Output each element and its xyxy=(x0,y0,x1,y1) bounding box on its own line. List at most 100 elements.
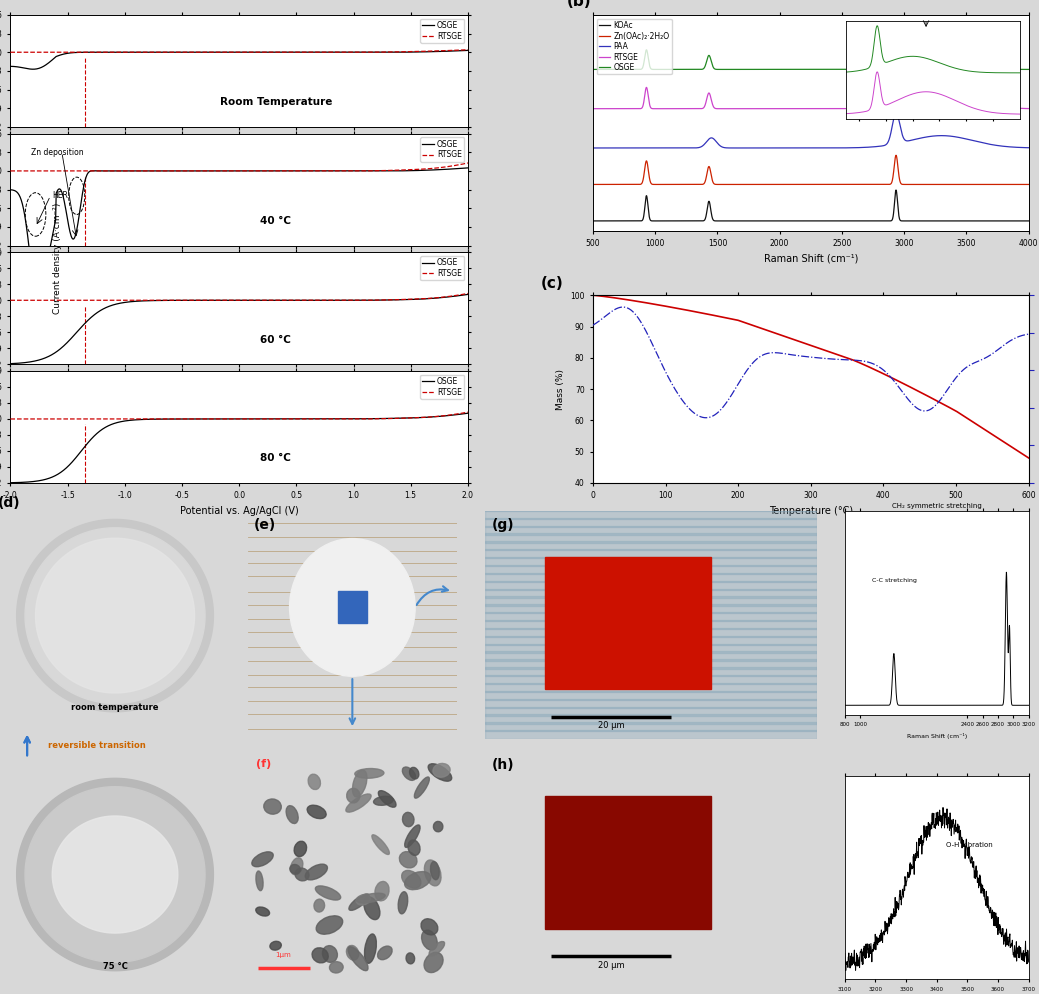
RTSGE xyxy=(398,46,410,58)
OSGE xyxy=(296,165,309,177)
Ellipse shape xyxy=(352,770,367,797)
OSGE xyxy=(33,63,46,75)
KOAc xyxy=(1022,215,1035,227)
Ellipse shape xyxy=(305,864,327,880)
Ellipse shape xyxy=(402,871,421,889)
KOAc xyxy=(587,215,600,227)
Bar xyxy=(485,502,817,511)
KOAc xyxy=(967,215,980,227)
Ellipse shape xyxy=(312,947,328,963)
Bar xyxy=(485,651,817,661)
RTSGE xyxy=(270,294,283,306)
Zn(OAc)₂·2H₂O xyxy=(773,179,785,191)
OSGE xyxy=(32,475,45,487)
OSGE xyxy=(32,354,45,366)
Polygon shape xyxy=(35,538,194,693)
Zn(OAc)₂·2H₂O xyxy=(967,179,980,191)
X-axis label: Raman Shift (cm⁻¹): Raman Shift (cm⁻¹) xyxy=(764,253,858,263)
Ellipse shape xyxy=(356,895,370,905)
Text: (f): (f) xyxy=(256,758,271,768)
RTSGE xyxy=(773,102,785,114)
Ellipse shape xyxy=(295,868,309,881)
Ellipse shape xyxy=(322,945,338,962)
Text: (b): (b) xyxy=(566,0,591,9)
OSGE xyxy=(662,64,674,76)
Bar xyxy=(485,699,817,708)
Polygon shape xyxy=(17,520,213,712)
Line: KOAc: KOAc xyxy=(593,190,1029,221)
KOAc xyxy=(770,215,782,227)
Zn(OAc)₂·2H₂O xyxy=(1022,179,1035,191)
Ellipse shape xyxy=(424,952,443,972)
FancyBboxPatch shape xyxy=(544,557,711,689)
Line: RTSGE: RTSGE xyxy=(593,69,1029,108)
RTSGE xyxy=(282,47,294,59)
RTSGE xyxy=(461,407,474,418)
RTSGE xyxy=(967,91,980,103)
Zn(OAc)₂·2H₂O xyxy=(662,179,674,191)
Bar xyxy=(485,691,817,700)
Line: RTSGE: RTSGE xyxy=(10,50,468,53)
Bar xyxy=(485,534,817,543)
X-axis label: Raman Shift (cm⁻¹): Raman Shift (cm⁻¹) xyxy=(907,733,967,739)
OSGE xyxy=(587,64,600,76)
Text: room temperature: room temperature xyxy=(72,703,159,712)
Zn(OAc)₂·2H₂O xyxy=(636,176,648,188)
Ellipse shape xyxy=(399,852,417,868)
Polygon shape xyxy=(25,528,205,704)
RTSGE xyxy=(270,165,283,177)
Text: 40 °C: 40 °C xyxy=(260,216,291,226)
Zn(OAc)₂·2H₂O xyxy=(753,179,766,191)
Bar xyxy=(485,659,817,669)
OSGE xyxy=(295,294,308,306)
Ellipse shape xyxy=(256,871,263,891)
Ellipse shape xyxy=(347,788,359,803)
Ellipse shape xyxy=(290,865,300,874)
OSGE xyxy=(283,47,295,59)
Ellipse shape xyxy=(415,777,429,798)
Text: 80 °C: 80 °C xyxy=(261,453,291,463)
OSGE xyxy=(461,162,474,174)
Ellipse shape xyxy=(402,812,414,827)
Ellipse shape xyxy=(405,825,420,848)
PAA xyxy=(967,134,980,146)
Y-axis label: Mass (%): Mass (%) xyxy=(556,369,564,410)
Ellipse shape xyxy=(428,763,452,781)
Zn(OAc)₂·2H₂O xyxy=(587,179,600,191)
Bar xyxy=(485,707,817,716)
Text: 60 °C: 60 °C xyxy=(261,335,291,345)
Ellipse shape xyxy=(256,907,269,916)
Ellipse shape xyxy=(316,886,341,900)
OSGE xyxy=(4,358,17,370)
Ellipse shape xyxy=(308,805,326,819)
RTSGE xyxy=(32,165,45,177)
FancyBboxPatch shape xyxy=(338,591,367,623)
RTSGE xyxy=(4,47,17,59)
Ellipse shape xyxy=(294,841,307,857)
Ellipse shape xyxy=(346,945,358,960)
RTSGE xyxy=(461,44,474,56)
Ellipse shape xyxy=(430,862,439,880)
Polygon shape xyxy=(25,786,205,962)
Bar xyxy=(485,667,817,676)
OSGE xyxy=(270,294,283,306)
Ellipse shape xyxy=(422,930,437,950)
RTSGE xyxy=(351,413,364,424)
OSGE xyxy=(282,414,294,425)
Text: reversible transition: reversible transition xyxy=(48,741,145,749)
Ellipse shape xyxy=(374,796,394,805)
Ellipse shape xyxy=(433,763,450,777)
RTSGE xyxy=(398,293,410,305)
Text: 20 μm: 20 μm xyxy=(597,722,624,731)
RTSGE xyxy=(398,413,410,424)
Ellipse shape xyxy=(372,835,390,855)
Ellipse shape xyxy=(429,941,445,956)
Ellipse shape xyxy=(424,860,441,886)
Text: (d): (d) xyxy=(0,496,21,510)
Ellipse shape xyxy=(402,767,416,780)
OSGE xyxy=(1022,64,1035,76)
Text: HER: HER xyxy=(53,191,69,201)
Ellipse shape xyxy=(365,934,376,963)
RTSGE xyxy=(1022,102,1035,114)
KOAc xyxy=(636,214,648,226)
